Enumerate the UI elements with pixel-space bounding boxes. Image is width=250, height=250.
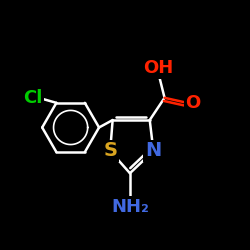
- Text: O: O: [185, 94, 200, 112]
- Text: N: N: [145, 142, 162, 161]
- Text: Cl: Cl: [23, 89, 42, 107]
- Text: NH₂: NH₂: [111, 198, 149, 216]
- Text: OH: OH: [143, 59, 174, 77]
- Text: S: S: [103, 142, 117, 161]
